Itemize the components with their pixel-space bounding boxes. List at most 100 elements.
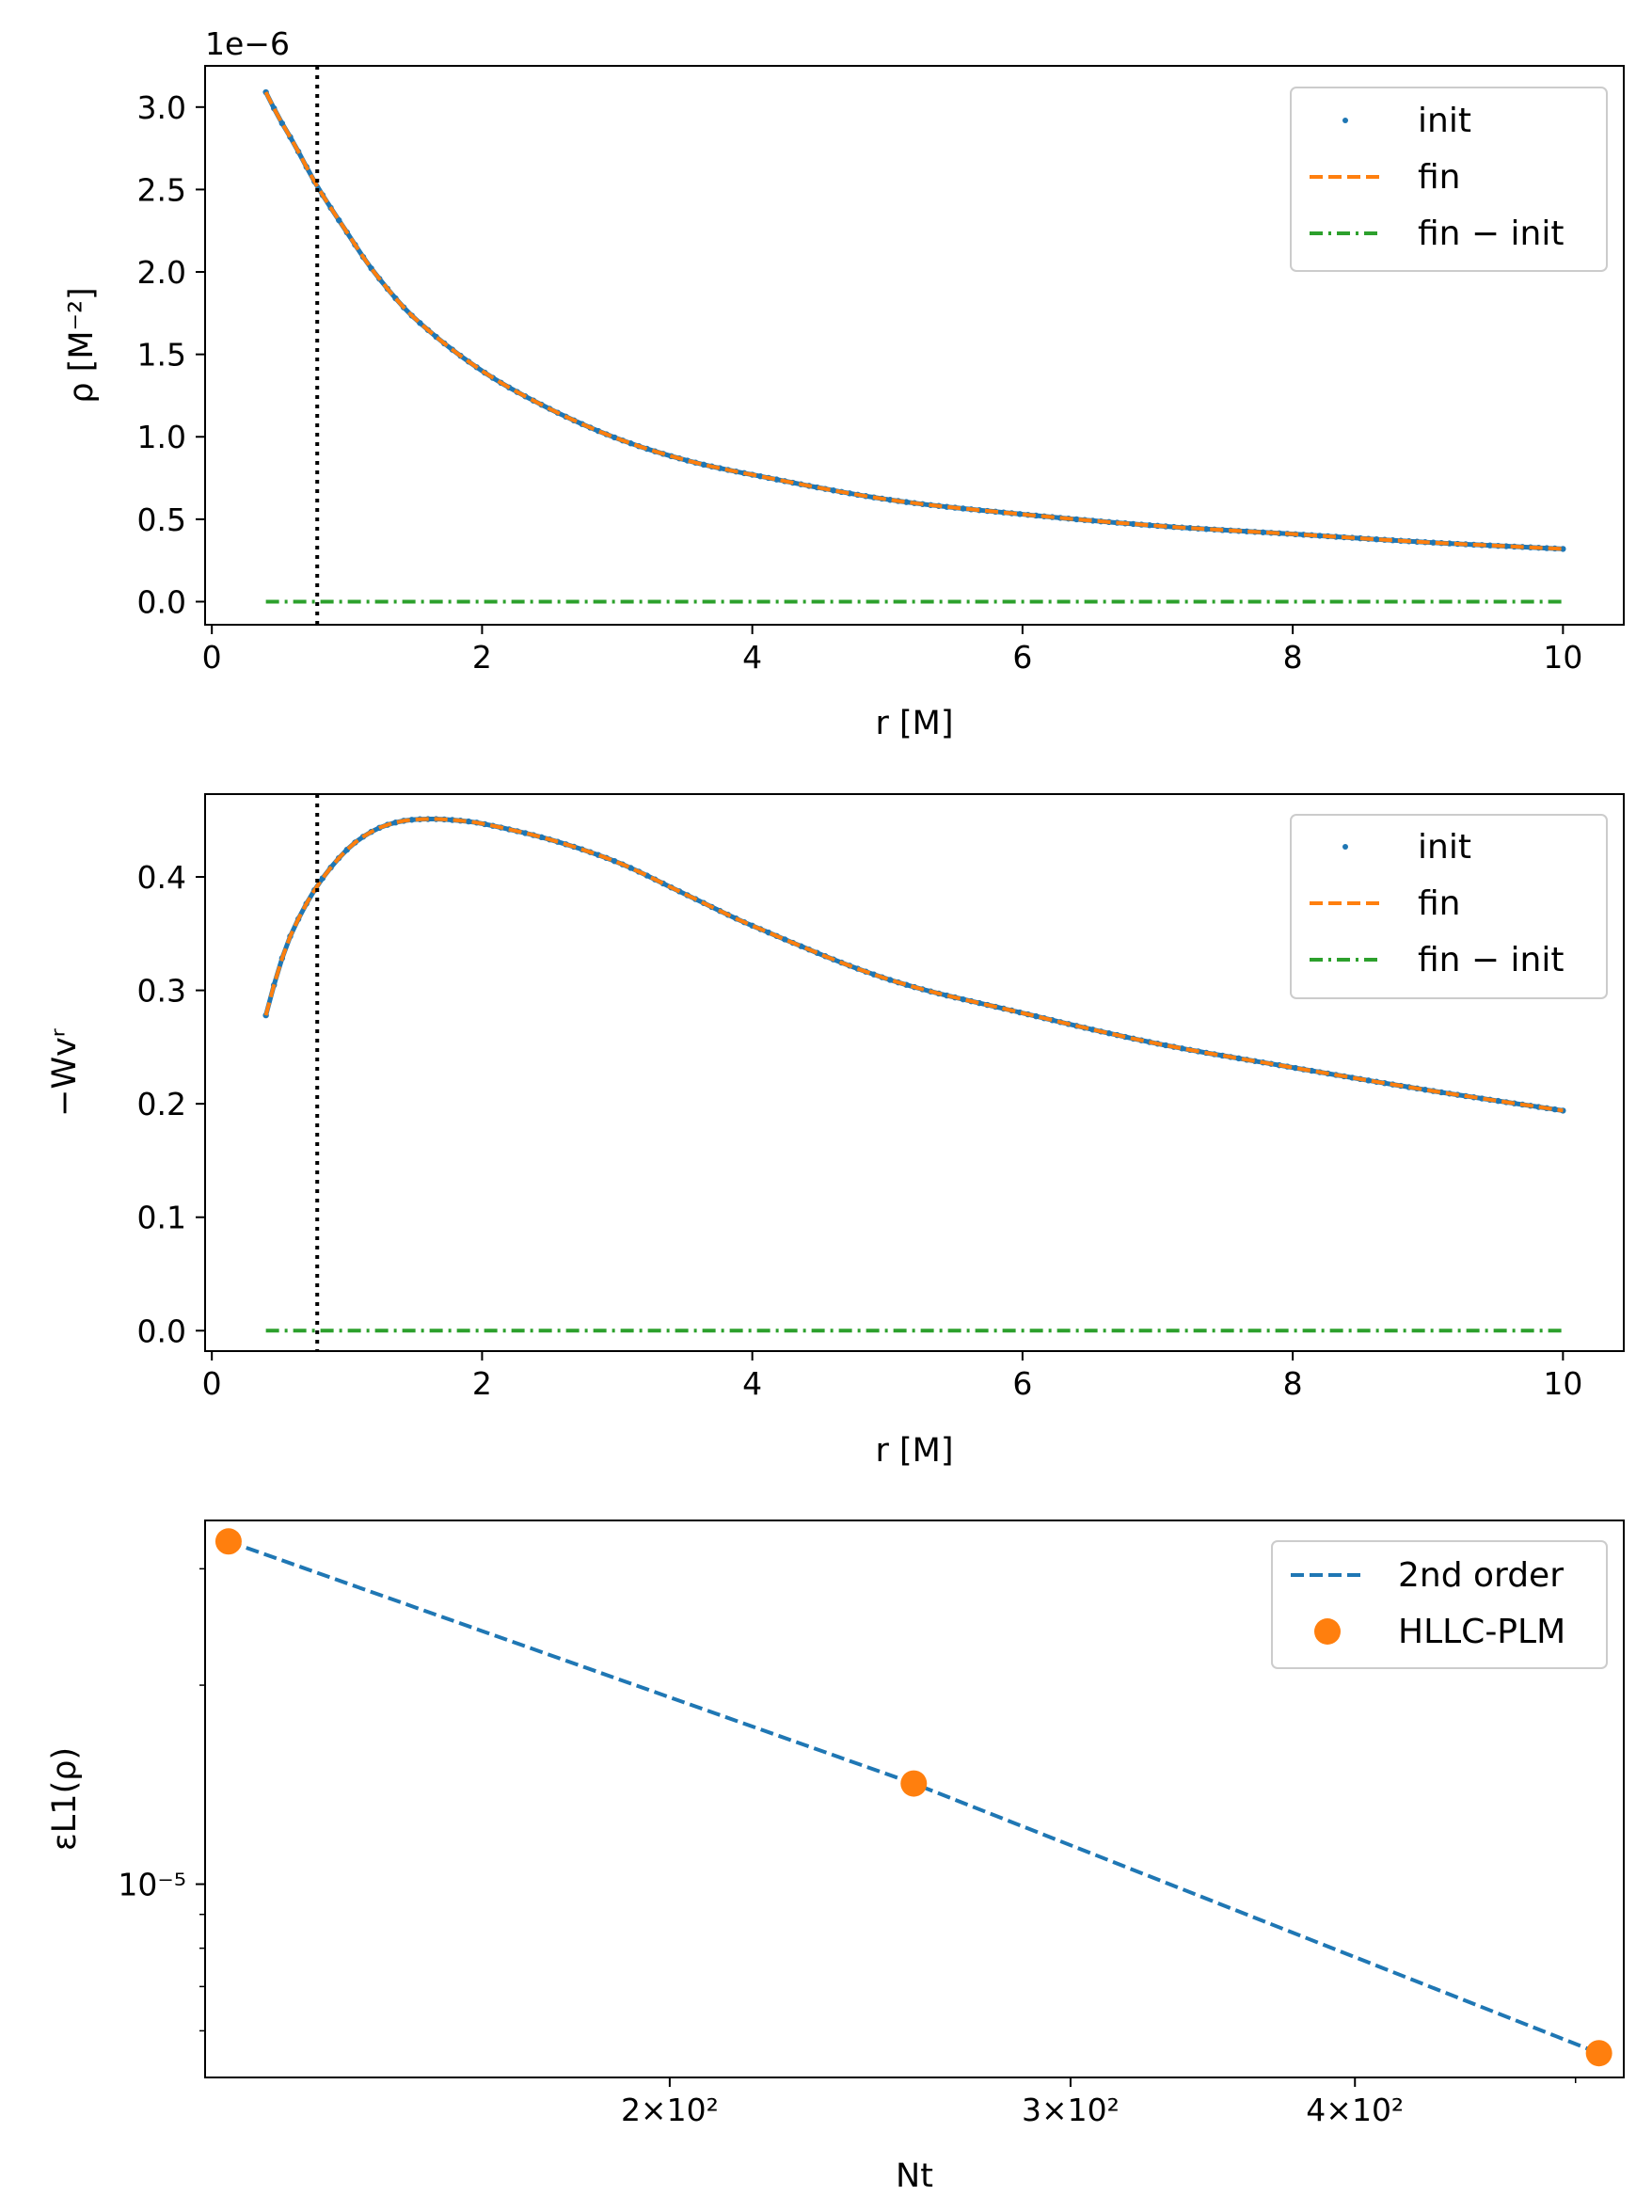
convergence-x-tick-label: 2×10² <box>621 2092 719 2128</box>
convergence-y-tick-label: 10⁻⁵ <box>118 1867 186 1903</box>
density-x-tick-label: 4 <box>742 639 762 676</box>
density-y-axis-label: ρ [M⁻²] <box>63 287 101 403</box>
density-init-point <box>1203 526 1210 533</box>
convergence-legend-label-hllc: HLLC-PLM <box>1398 1613 1565 1651</box>
convergence-hllc-point <box>214 1528 242 1555</box>
velocity-init-point <box>1235 1055 1242 1062</box>
velocity-x-tick-label: 8 <box>1283 1365 1303 1402</box>
density-y-tick-label: 3.0 <box>137 89 186 126</box>
density-x-tick-label: 6 <box>1012 639 1032 676</box>
density-legend-label-diff: fin − init <box>1418 215 1564 253</box>
density-y-tick-label: 0.5 <box>137 501 186 538</box>
convergence-hllc-point <box>900 1770 928 1797</box>
density-init-point <box>1316 533 1324 539</box>
density-init-point <box>700 461 707 469</box>
convergence-legend-label-order: 2nd order <box>1398 1556 1564 1595</box>
density-panel: 0 2 4 6 8 10 0.0 0.5 1.0 1.5 2.0 2.5 3.0 1e−6 r [M]… <box>63 25 1625 742</box>
velocity-legend-item-diff: fin − init <box>1310 941 1564 979</box>
velocity-x-axis-label: r [M] <box>875 1432 953 1470</box>
density-init-point <box>960 505 966 512</box>
density-x-tick-label: 10 <box>1543 639 1582 676</box>
density-init-point <box>335 216 342 224</box>
velocity-x-tick-label: 4 <box>742 1365 762 1402</box>
velocity-y-tick-label: 0.0 <box>137 1313 186 1349</box>
convergence-panel: 2×10² 3×10² 4×10² 10⁻⁵ Nt εL1(ρ) 2nd order… <box>46 1520 1625 2195</box>
convergence-x-tick-label: 3×10² <box>1022 2092 1120 2128</box>
velocity-legend-item-init: init <box>1342 828 1471 867</box>
convergence-hllc-point <box>1585 2040 1612 2067</box>
density-data <box>262 66 1566 625</box>
velocity-legend-label-diff: fin − init <box>1418 941 1564 979</box>
density-init-point <box>1130 520 1136 528</box>
velocity-plot-frame <box>204 793 1625 1352</box>
velocity-y-tick-label: 0.1 <box>137 1200 186 1236</box>
velocity-y-ticks: 0.0 0.1 0.2 0.3 0.4 <box>137 859 205 1349</box>
convergence-y-ticks: 10⁻⁵ <box>118 1567 205 2032</box>
velocity-init-point <box>1162 1042 1169 1049</box>
convergence-data <box>214 1528 1612 2067</box>
convergence-legend: 2nd order HLLC-PLM <box>1271 1540 1608 1669</box>
density-y-tick-label: 2.5 <box>137 171 186 208</box>
velocity-panel: 0 2 4 6 8 10 0.0 0.1 0.2 0.3 0.4 r [M] −Wvʳ init … <box>46 793 1625 1470</box>
velocity-init-point <box>1495 1097 1501 1105</box>
density-init-point <box>1073 516 1080 523</box>
velocity-init-point <box>781 936 788 943</box>
density-y-tick-label: 2.0 <box>137 254 186 291</box>
density-init-point <box>830 487 837 494</box>
convergence-legend-swatch-hllc <box>1314 1618 1341 1645</box>
velocity-init-point <box>465 818 472 825</box>
convergence-x-tick-label: 4×10² <box>1306 2092 1404 2128</box>
density-init-point <box>1560 546 1566 552</box>
convergence-plot-frame <box>204 1520 1625 2078</box>
velocity-init-point <box>611 857 618 865</box>
velocity-legend: init fin fin − init <box>1290 814 1608 999</box>
velocity-init-point <box>1033 1012 1040 1020</box>
velocity-init-point <box>1551 1106 1558 1113</box>
velocity-init-point <box>1365 1077 1372 1084</box>
density-x-tick-label: 0 <box>202 639 222 676</box>
density-legend-item-diff: fin − init <box>1310 215 1564 253</box>
velocity-init-point <box>1292 1064 1299 1072</box>
velocity-init-point <box>1422 1087 1429 1093</box>
density-legend-label-fin: fin <box>1418 158 1461 197</box>
velocity-init-point <box>1105 1030 1113 1037</box>
density-x-axis-label: r [M] <box>875 705 953 742</box>
density-y-tick-label: 0.0 <box>137 583 186 620</box>
density-offset-label: 1e−6 <box>205 25 290 62</box>
density-init-point <box>278 119 286 127</box>
velocity-legend-label-fin: fin <box>1418 884 1461 923</box>
velocity-legend-label-init: init <box>1418 828 1471 867</box>
velocity-y-axis-label: −Wvʳ <box>46 1027 84 1117</box>
density-fin-series <box>263 91 1564 551</box>
density-init-point <box>903 499 910 505</box>
density-legend-item-init: init <box>1342 102 1471 140</box>
density-plot-frame <box>204 65 1625 626</box>
density-legend-label-init: init <box>1418 102 1471 140</box>
convergence-x-axis-label: Nt <box>896 2157 933 2195</box>
velocity-data <box>262 794 1566 1351</box>
velocity-fin-series <box>263 817 1564 1113</box>
density-y-tick-label: 1.0 <box>137 419 186 455</box>
density-init-point <box>1260 529 1266 535</box>
velocity-x-tick-label: 0 <box>202 1365 222 1402</box>
velocity-x-tick-label: 2 <box>472 1365 492 1402</box>
velocity-y-tick-label: 0.3 <box>137 973 186 1010</box>
velocity-x-tick-label: 6 <box>1012 1365 1032 1402</box>
density-y-tick-label: 1.5 <box>137 337 186 374</box>
density-init-point <box>1016 511 1024 517</box>
density-y-ticks: 0.0 0.5 1.0 1.5 2.0 2.5 3.0 <box>137 89 205 620</box>
density-init-point <box>1430 539 1437 546</box>
density-legend: init fin fin − init <box>1290 87 1608 272</box>
convergence-legend-item-hllc: HLLC-PLM <box>1314 1613 1565 1651</box>
density-x-tick-label: 2 <box>472 639 492 676</box>
density-legend-item-fin: fin <box>1310 158 1461 197</box>
convergence-legend-box <box>1271 1540 1608 1669</box>
density-init-point <box>611 434 618 441</box>
velocity-init-point <box>960 995 966 1003</box>
convergence-x-ticks: 2×10² 3×10² 4×10² <box>621 2077 1577 2128</box>
velocity-legend-box <box>1290 814 1608 999</box>
velocity-x-tick-label: 10 <box>1543 1365 1582 1402</box>
density-x-ticks: 0 2 4 6 8 10 <box>202 625 1582 676</box>
convergence-y-axis-label: εL1(ρ) <box>46 1747 84 1851</box>
